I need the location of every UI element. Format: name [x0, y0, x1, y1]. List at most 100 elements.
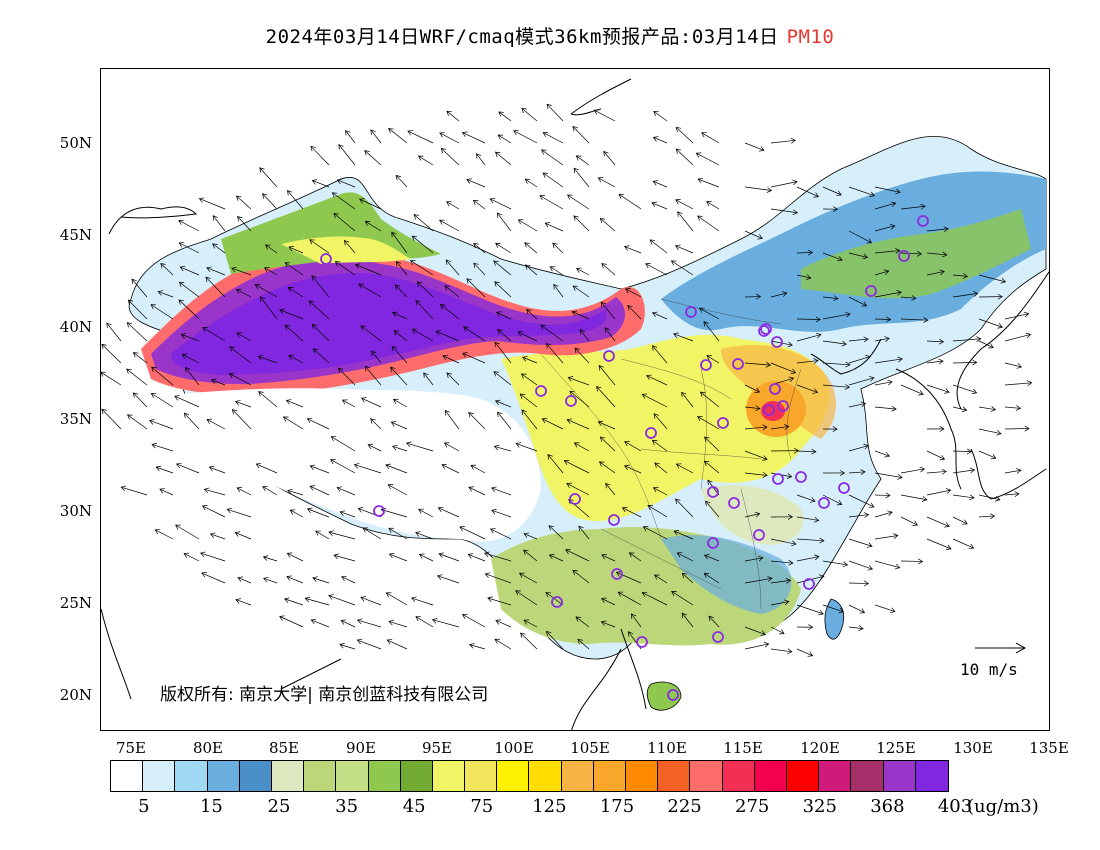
station-marker	[707, 537, 719, 549]
wind-arrow-head	[624, 464, 630, 471]
wind-arrow-head	[473, 242, 479, 249]
wind-arrow-head	[356, 638, 363, 645]
wind-arrow	[206, 267, 226, 276]
wind-arrow	[305, 598, 330, 606]
wind-arrow	[370, 129, 382, 144]
wind-arrow-head	[390, 366, 396, 373]
station-marker	[769, 383, 781, 395]
wind-arrow-head	[783, 424, 790, 430]
wind-arrow-head	[674, 244, 681, 250]
wind-arrow-head	[439, 304, 446, 310]
wind-arrow-head	[180, 333, 187, 339]
wind-arrow-head	[364, 220, 371, 226]
wind-arrow-head	[793, 447, 800, 454]
colorbar-swatch	[883, 761, 916, 791]
wind-arrow-head	[496, 311, 502, 317]
wind-arrow	[256, 463, 278, 474]
wind-arrow	[491, 487, 512, 496]
wind-arrow	[744, 450, 768, 460]
wind-arrow	[572, 126, 590, 144]
wind-arrow	[978, 274, 1006, 283]
wind-arrow-head	[698, 307, 705, 313]
wind-arrow-head	[306, 417, 313, 424]
wind-arrow-head	[101, 371, 106, 377]
wind-arrow-head	[673, 332, 679, 338]
wind-arrow	[307, 418, 330, 430]
wind-arrow	[342, 399, 356, 408]
wind-arrow-head	[257, 354, 264, 361]
wind-arrow	[184, 412, 200, 430]
wind-arrow	[549, 554, 564, 562]
wind-arrow-head	[962, 273, 969, 279]
wind-arrow	[598, 421, 616, 430]
wind-arrow	[205, 276, 226, 298]
wind-arrow	[848, 230, 872, 244]
wind-arrow-head	[754, 387, 761, 393]
station-marker	[818, 497, 830, 509]
lon-label-85e: 85E	[268, 739, 300, 757]
wind-arrow-head	[651, 201, 657, 207]
wind-arrow-head	[360, 325, 366, 331]
wind-arrow-head	[470, 464, 477, 470]
wind-arrow	[600, 436, 616, 452]
wind-arrow	[796, 274, 811, 279]
wind-arrow	[566, 483, 590, 496]
wind-arrow	[497, 411, 512, 430]
wind-arrow-head	[469, 642, 475, 649]
wind-arrow	[497, 134, 512, 144]
lon-label-120e: 120E	[800, 739, 840, 757]
wind-arrow-head	[863, 336, 869, 343]
wind-arrow	[796, 450, 816, 453]
wind-arrow	[338, 367, 356, 386]
wind-arrow	[706, 201, 720, 210]
wind-arrow-head	[893, 533, 899, 539]
wind-arrow	[387, 639, 408, 650]
wind-arrow-head	[867, 542, 873, 548]
wind-arrow-head	[884, 336, 890, 342]
wind-arrow-head	[765, 361, 772, 368]
wind-arrow-head	[286, 575, 292, 581]
wind-arrow	[653, 110, 668, 122]
wind-arrow	[264, 267, 278, 276]
wind-arrow-head	[813, 516, 820, 523]
wind-arrow	[494, 341, 512, 364]
wind-arrow-head	[703, 572, 710, 578]
wind-arrow-head	[199, 551, 206, 558]
wind-arrow	[652, 439, 668, 452]
wind-arrow	[312, 577, 330, 584]
wind-arrow-head	[495, 242, 501, 248]
wind-arrow-head	[388, 552, 395, 559]
wind-arrow	[625, 288, 642, 298]
colorbar-swatch	[336, 761, 369, 791]
wind-arrow	[848, 445, 869, 452]
wind-arrow-head	[442, 354, 448, 361]
wind-arrow-head	[413, 214, 420, 220]
wind-arrow-head	[884, 452, 890, 458]
wind-arrow	[393, 330, 408, 342]
wind-arrow-head	[897, 356, 903, 363]
wind-arrow	[652, 345, 668, 364]
wind-arrow	[900, 516, 918, 526]
wind-arrow-head	[231, 266, 237, 273]
wind-arrow-head	[435, 330, 442, 336]
wind-arrow	[675, 498, 694, 518]
wind-arrow-head	[601, 263, 607, 269]
wind-arrow-head	[236, 332, 242, 338]
wind-arrow-head	[395, 174, 402, 181]
wind-arrow-head	[440, 147, 447, 154]
wind-arrow	[415, 616, 434, 628]
wind-arrow-head	[494, 341, 500, 348]
wind-arrow	[495, 151, 512, 166]
wind-arrow-head	[755, 405, 761, 412]
lon-label-90e: 90E	[345, 739, 377, 757]
wind-arrow-head	[418, 553, 425, 559]
wind-arrow	[476, 153, 486, 166]
wind-arrow	[336, 487, 356, 496]
wind-arrow	[573, 215, 590, 232]
wind-arrow-head	[185, 366, 191, 373]
wind-arrow-head	[572, 569, 578, 576]
wind-arrow-head	[178, 281, 185, 287]
wind-arrow-head	[676, 552, 683, 558]
wind-arrow	[288, 246, 304, 254]
wind-arrow	[822, 494, 843, 505]
